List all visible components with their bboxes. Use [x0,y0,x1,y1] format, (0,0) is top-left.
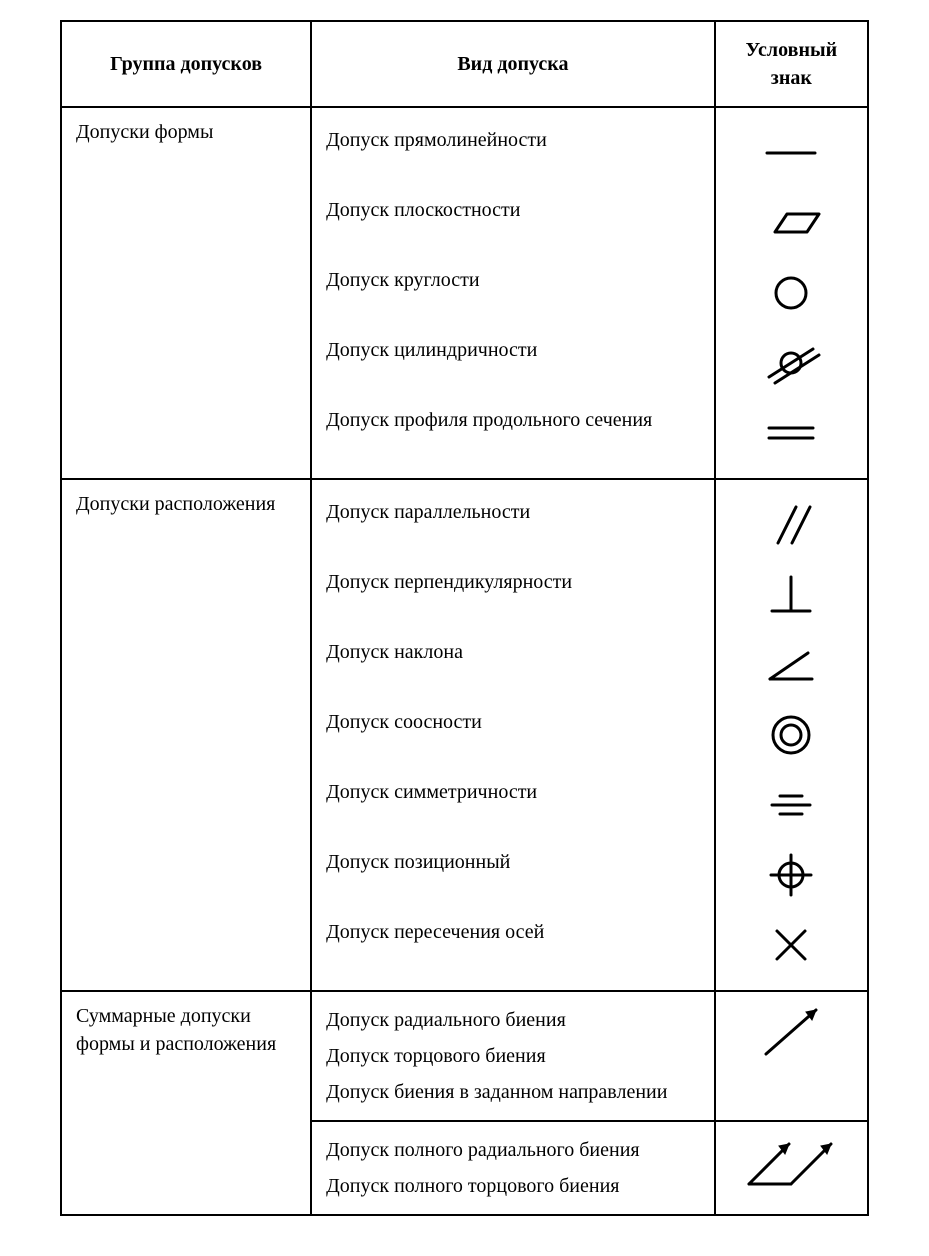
tolerance-symbol [761,700,821,770]
tolerance-label: Допуск пересечения осей [326,918,700,946]
concentricity-icon [769,713,813,757]
table-header-row: Группа допусков Вид допуска Условный зна… [61,21,868,107]
lines-list: Допуск полного радиального биенияДопуск … [326,1132,700,1204]
long-profile-icon [761,420,821,446]
lines-list: Допуск радиального биенияДопуск торцовог… [326,1002,700,1110]
runout-icon [756,1002,826,1062]
tolerance-item: Допуск цилиндричности [326,328,700,398]
group-label-form: Допуски формы [61,107,311,479]
parallelism-icon [766,503,816,547]
tolerance-label: Допуск симметричности [326,778,700,806]
perpendicularity-icon [766,573,816,617]
tolerance-item: Допуск прямолинейности [326,118,700,188]
symbols-list [730,118,853,468]
group-row-orientation: Допуски расположения Допуск параллельнос… [61,479,868,991]
tolerance-label: Допуск наклона [326,638,700,666]
page: Группа допусков Вид допуска Условный зна… [0,0,929,1256]
tolerance-symbol [761,118,821,188]
tolerance-symbol [761,770,821,840]
tolerance-item: Допуск плоскостности [326,188,700,258]
tolerance-label: Допуск полного торцового биения [326,1168,700,1204]
tolerances-table: Группа допусков Вид допуска Условный зна… [60,20,869,1216]
tolerance-label: Допуск прямолинейности [326,126,700,154]
tolerance-symbol [761,328,821,398]
items-list: Допуск прямолинейности Допуск плоскостнос… [326,118,700,468]
tolerance-symbol [761,398,821,468]
tolerance-item: Допуск позиционный [326,840,700,910]
tolerance-label: Допуск торцового биения [326,1038,700,1074]
tolerance-label: Допуск биения в заданном направлении [326,1074,700,1110]
tolerance-item: Допуск параллельности [326,490,700,560]
axis-intersect-icon [771,925,811,965]
tolerance-label: Допуск круглости [326,266,700,294]
tolerance-label: Допуск цилиндричности [326,336,700,364]
tolerance-item: Допуск перпендикулярности [326,560,700,630]
group-label-runout: Суммарные допуски формы и расположения [61,991,311,1215]
flatness-icon [761,206,821,240]
tolerance-item: Допуск профиля продольного сечения [326,398,700,468]
tolerance-item: Допуск наклона [326,630,700,700]
straightness-icon [761,138,821,168]
runout-a-symbol [715,991,868,1121]
angularity-icon [764,645,818,685]
group-row-runout-a: Суммарные допуски формы и расположения Д… [61,991,868,1121]
tolerance-label: Допуск полного радиального биения [326,1132,700,1168]
header-symbol: Условный знак [715,21,868,107]
tolerance-label: Допуск позиционный [326,848,700,876]
symbols-orientation [715,479,868,991]
tolerance-label: Допуск перпендикулярности [326,568,700,596]
position-icon [769,853,813,897]
runout-a-lines: Допуск радиального биенияДопуск торцовог… [311,991,715,1121]
tolerance-label: Допуск радиального биения [326,1002,700,1038]
header-type: Вид допуска [311,21,715,107]
items-orientation: Допуск параллельности Допуск перпендикуля… [311,479,715,991]
tolerance-item: Допуск круглости [326,258,700,328]
runout-b-lines: Допуск полного радиального биенияДопуск … [311,1121,715,1215]
table-body: Допуски формы Допуск прямолинейностиДопу… [61,107,868,1215]
symbols-form [715,107,868,479]
tolerance-label: Допуск плоскостности [326,196,700,224]
tolerance-symbol [761,910,821,980]
tolerance-symbol [761,258,821,328]
tolerance-item: Допуск соосности [326,700,700,770]
roundness-icon [771,273,811,313]
symmetry-icon [766,790,816,820]
tolerance-symbol [761,630,821,700]
tolerance-label: Допуск соосности [326,708,700,736]
tolerance-label: Допуск профиля продольного сечения [326,406,700,434]
header-group: Группа допусков [61,21,311,107]
group-row-form: Допуски формы Допуск прямолинейностиДопу… [61,107,868,479]
tolerance-label: Допуск параллельности [326,498,700,526]
tolerance-symbol [761,490,821,560]
tolerance-symbol [761,560,821,630]
group-label-orientation: Допуски расположения [61,479,311,991]
symbols-list [730,490,853,980]
runout-b-symbol [715,1121,868,1215]
tolerance-item: Допуск пересечения осей [326,910,700,980]
items-list: Допуск параллельности Допуск перпендикуля… [326,490,700,980]
tolerance-symbol [761,840,821,910]
tolerance-symbol [761,188,821,258]
tolerance-item: Допуск симметричности [326,770,700,840]
items-form: Допуск прямолинейности Допуск плоскостнос… [311,107,715,479]
cylindricity-icon [761,343,821,383]
total-runout-icon [741,1132,841,1192]
